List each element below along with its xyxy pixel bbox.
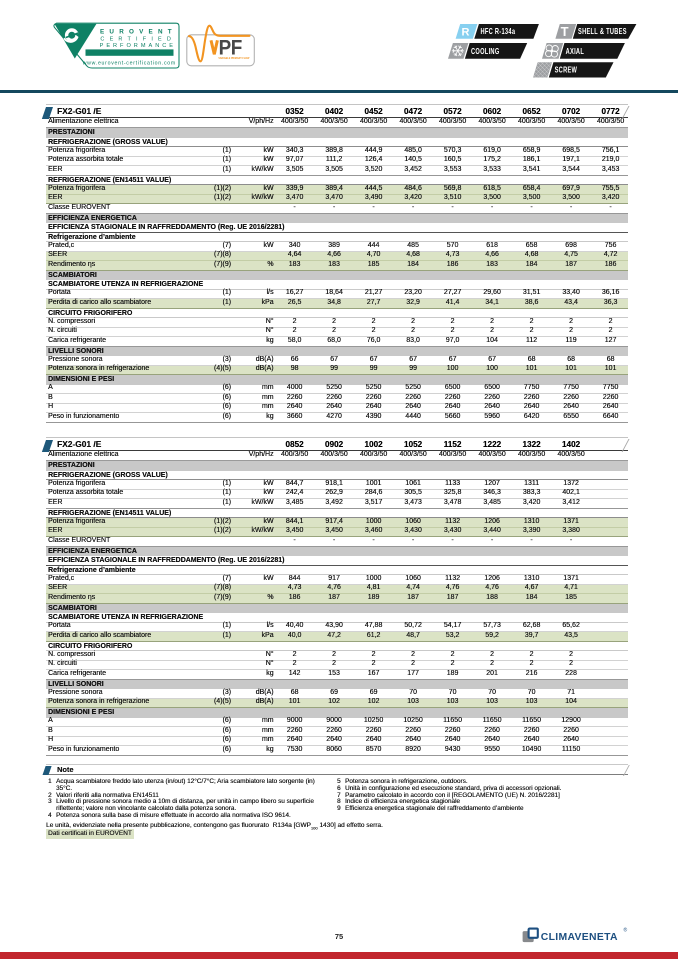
svg-text:www.eurovent-certification.com: www.eurovent-certification.com: [83, 60, 176, 66]
svg-text:R: R: [462, 27, 470, 39]
svg-text:SCREW: SCREW: [555, 67, 578, 75]
svg-text:T: T: [561, 24, 569, 39]
svg-text:PF: PF: [219, 36, 242, 59]
svg-text:CLIMAVENETA: CLIMAVENETA: [541, 932, 618, 943]
svg-text:AXIAL: AXIAL: [566, 48, 584, 56]
svg-text:SHELL & TUBES: SHELL & TUBES: [578, 28, 627, 36]
svg-text:CERTIFIED: CERTIFIED: [100, 37, 171, 43]
svg-text:COOLING: COOLING: [471, 48, 500, 56]
svg-text:VARIABLE PRIMARY FLOW: VARIABLE PRIMARY FLOW: [218, 56, 249, 60]
svg-text:®: ®: [624, 927, 628, 934]
svg-text:HFC R-134a: HFC R-134a: [481, 28, 516, 36]
svg-text:PERFORMANCE: PERFORMANCE: [100, 43, 174, 49]
